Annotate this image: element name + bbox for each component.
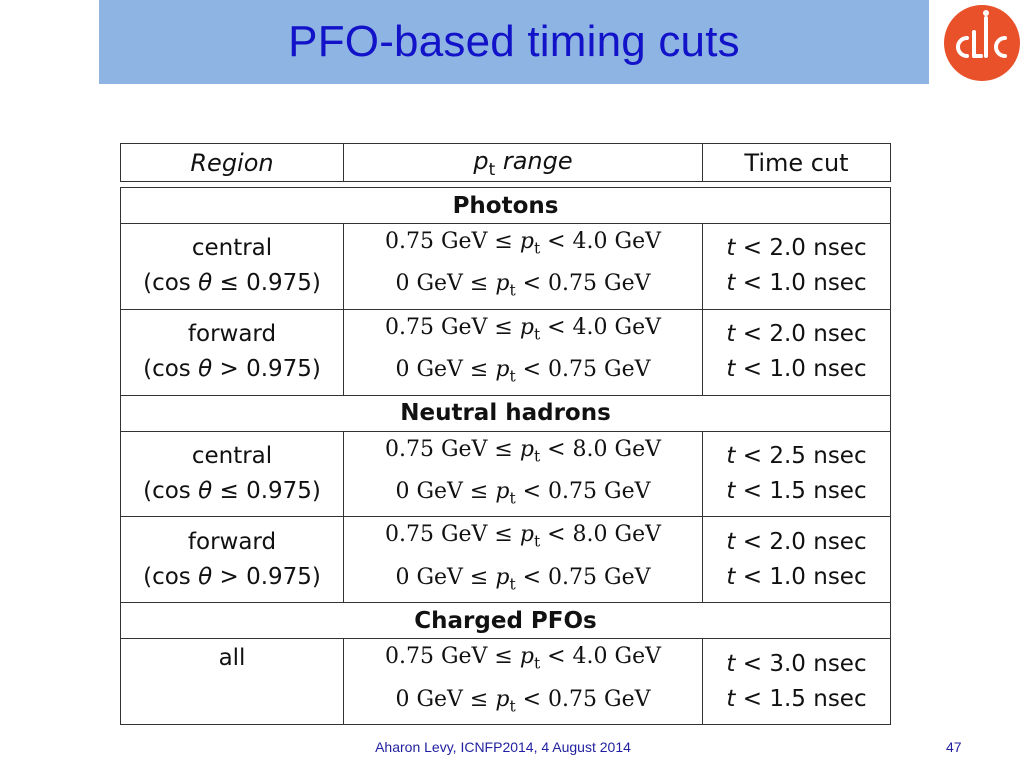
cell-line: t < 3.0 nsec	[726, 650, 867, 677]
cell-line: 0.75 GeV ≤ pt < 8.0 GeV	[384, 522, 662, 551]
time-cut-cell: t < 2.0 nsec t < 1.0 nsec	[701, 223, 892, 310]
cell-line: (cos θ ≤ 0.975)	[143, 270, 321, 297]
time-cut-cell: t < 3.0 nsec t < 1.5 nsec	[701, 638, 892, 725]
cell-line: t < 1.0 nsec	[726, 270, 867, 297]
cell-line: 0.75 GeV ≤ pt < 4.0 GeV	[384, 314, 662, 344]
cell-line: 0 GeV ≤ pt < 0.75 GeV	[395, 478, 651, 508]
cell-line: t < 1.0 nsec	[726, 563, 867, 590]
cell-line: 0.75 GeV ≤ pt < 4.0 GeV	[384, 644, 662, 673]
cell-line: (cos θ > 0.975)	[143, 563, 321, 590]
cell-line: 0 GeV ≤ pt < 0.75 GeV	[395, 357, 651, 386]
cell-line: all	[218, 645, 246, 672]
section-title: Photons	[119, 187, 892, 224]
region-cell: central (cos θ ≤ 0.975)	[120, 430, 344, 518]
clic-logo	[944, 5, 1020, 81]
cell-line: t < 1.5 nsec	[726, 685, 867, 712]
section-row: Photons	[119, 187, 892, 224]
cell-line: central	[191, 235, 273, 262]
pt-range-cell: 0.75 GeV ≤ pt < 4.0 GeV 0 GeV ≤ pt < 0.75…	[343, 638, 703, 725]
region-cell: all	[120, 638, 344, 725]
cell-line: t < 2.0 nsec	[726, 528, 867, 555]
region-cell: forward (cos θ > 0.975)	[120, 308, 344, 396]
section-title: Neutral hadrons	[119, 394, 892, 432]
table-row: central (cos θ ≤ 0.975) 0.75 GeV ≤ pt < 8.…	[120, 430, 892, 518]
cell-line: t < 2.5 nsec	[726, 442, 867, 469]
cell-line: t < 1.0 nsec	[726, 356, 867, 383]
column-header-time-cut: Time cut	[702, 143, 891, 182]
section-title: Charged PFOs	[119, 602, 892, 640]
pt-range-cell: 0.75 GeV ≤ pt < 4.0 GeV 0 GeV ≤ pt < 0.75…	[343, 223, 703, 310]
time-cut-cell: t < 2.0 nsec t < 1.0 nsec	[701, 516, 892, 604]
cell-line: central	[191, 442, 273, 469]
table-row: central (cos θ ≤ 0.975) 0.75 GeV ≤ pt < 4.…	[120, 223, 892, 310]
cell-line: 0 GeV ≤ pt < 0.75 GeV	[395, 564, 651, 594]
title-bar: PFO-based timing cuts	[99, 0, 929, 84]
cell-line: forward	[187, 528, 277, 555]
region-cell: central (cos θ ≤ 0.975)	[120, 223, 344, 310]
cell-line: t < 1.5 nsec	[726, 477, 867, 504]
pt-range-cell: 0.75 GeV ≤ pt < 4.0 GeV 0 GeV ≤ pt < 0.75…	[343, 308, 703, 396]
page-number: 47	[946, 739, 962, 755]
table-header: Region pt range Time cut	[120, 143, 891, 182]
cell-line: 0.75 GeV ≤ pt < 4.0 GeV	[384, 229, 662, 258]
table-row: all 0.75 GeV ≤ pt < 4.0 GeV 0 GeV ≤ pt < 0…	[120, 638, 892, 725]
timing-cuts-table: Photons central (cos θ ≤ 0.975) 0.75 GeV ≤ …	[119, 187, 892, 725]
region-cell: forward (cos θ > 0.975)	[120, 516, 344, 604]
time-cut-cell: t < 2.5 nsec t < 1.5 nsec	[701, 430, 892, 518]
cell-line: t < 2.0 nsec	[726, 235, 867, 262]
table-row: forward (cos θ > 0.975) 0.75 GeV ≤ pt < 8.…	[120, 516, 892, 604]
footer-text: Aharon Levy, ICNFP2014, 4 August 2014	[375, 739, 631, 755]
section-row: Neutral hadrons	[119, 394, 892, 432]
section-row: Charged PFOs	[119, 602, 892, 640]
cell-line: 0 GeV ≤ pt < 0.75 GeV	[395, 271, 651, 300]
cell-line: forward	[187, 321, 277, 348]
cell-line: (cos θ > 0.975)	[143, 356, 321, 383]
table-row: forward (cos θ > 0.975) 0.75 GeV ≤ pt < 4.…	[120, 308, 892, 396]
cell-line: (cos θ ≤ 0.975)	[143, 477, 321, 504]
column-header-pt-range: pt range	[343, 143, 703, 182]
pt-range-cell: 0.75 GeV ≤ pt < 8.0 GeV 0 GeV ≤ pt < 0.75…	[343, 430, 703, 518]
column-header-region: Region	[120, 143, 344, 182]
slide-title: PFO-based timing cuts	[288, 17, 740, 66]
cell-line: 0 GeV ≤ pt < 0.75 GeV	[395, 686, 651, 715]
pt-range-cell: 0.75 GeV ≤ pt < 8.0 GeV 0 GeV ≤ pt < 0.75…	[343, 516, 703, 604]
cell-line: 0.75 GeV ≤ pt < 8.0 GeV	[384, 436, 662, 465]
cell-line: t < 2.0 nsec	[726, 321, 867, 348]
time-cut-cell: t < 2.0 nsec t < 1.0 nsec	[701, 308, 892, 396]
